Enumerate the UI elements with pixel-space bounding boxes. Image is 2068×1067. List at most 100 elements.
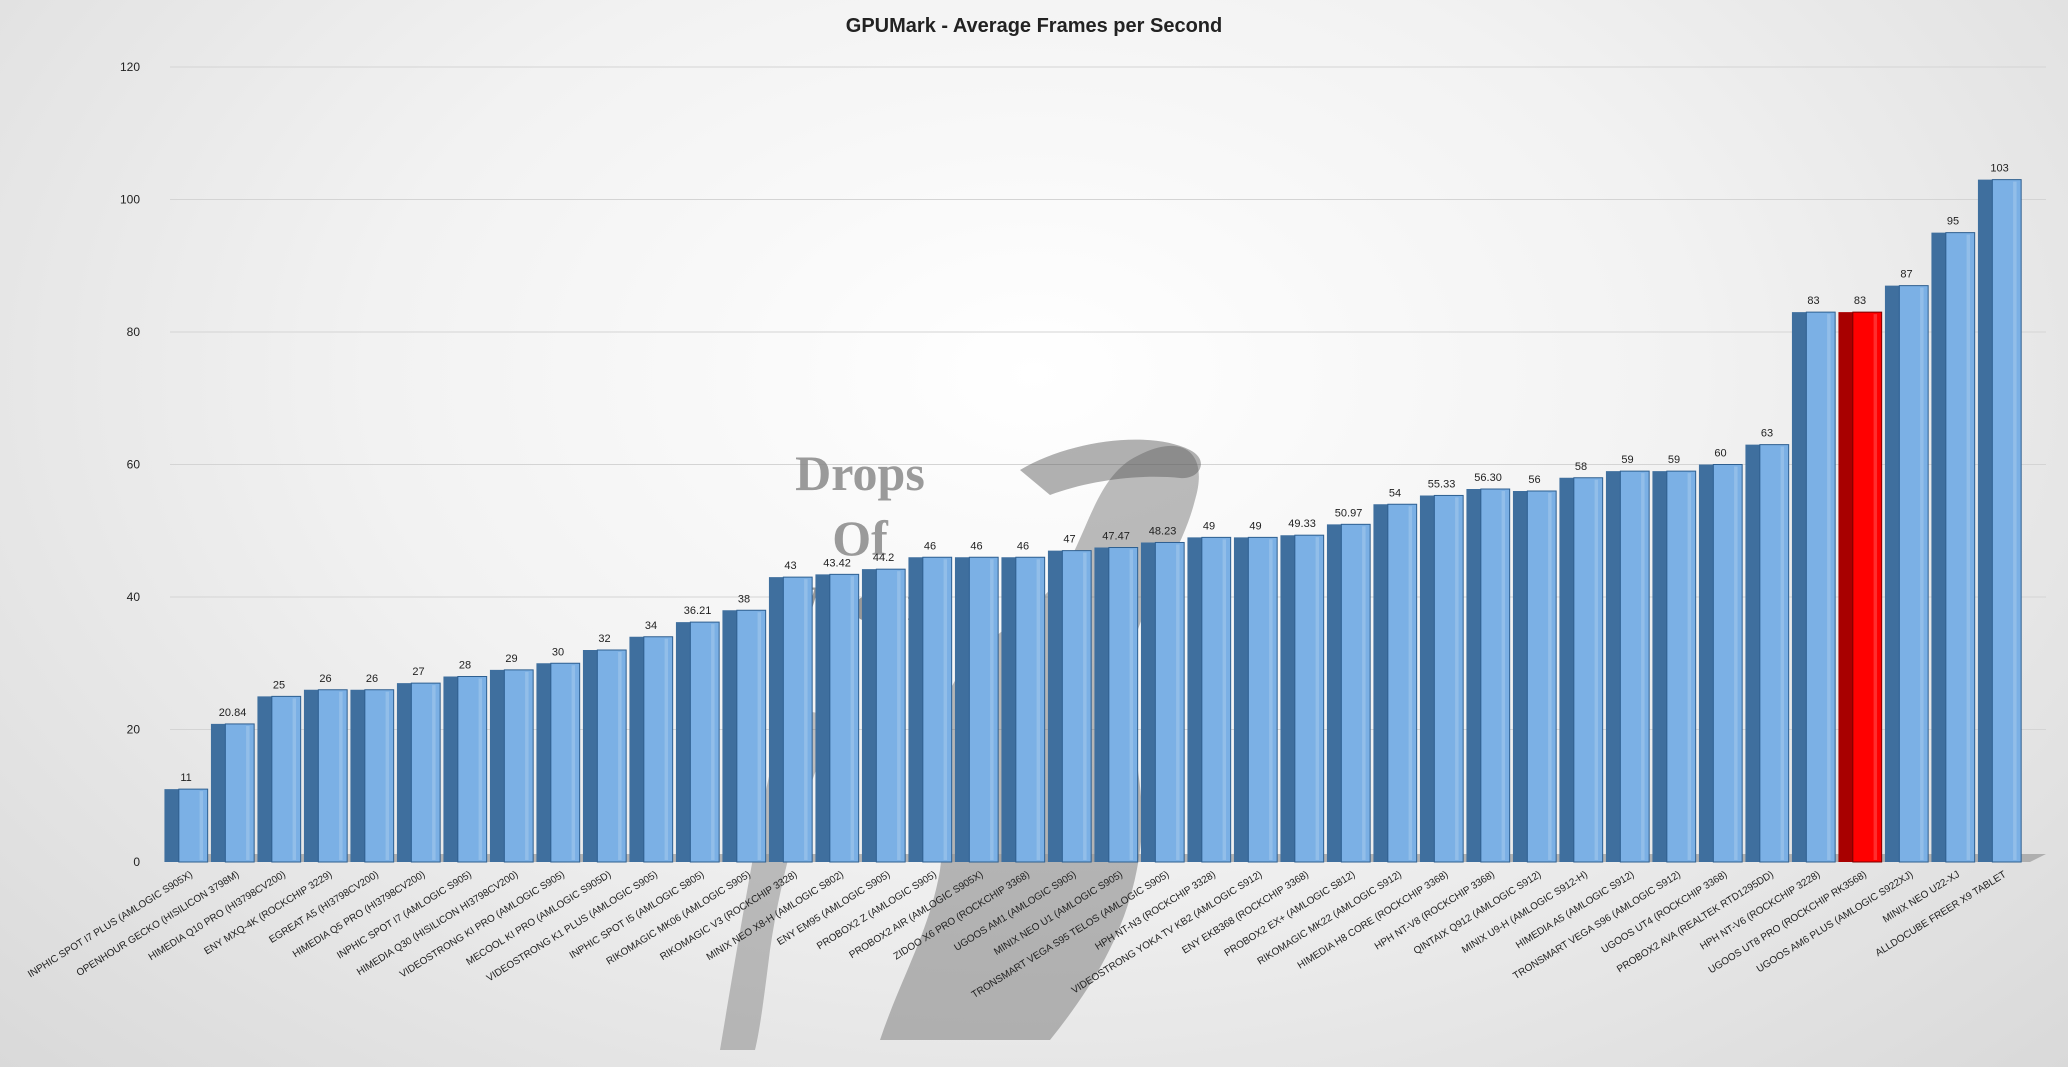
bar-16 [908, 556, 953, 863]
bar-side-8 [536, 663, 551, 862]
bar-side-29 [1512, 491, 1528, 862]
bar-shine-38 [1966, 234, 1971, 860]
bar-shine-16 [943, 559, 948, 860]
chart-title: GPUMark - Average Frames per Second [846, 15, 1222, 37]
bar-front-28 [1480, 488, 1511, 863]
bar-side-5 [396, 683, 412, 862]
bar-side-12 [722, 610, 737, 862]
bar-shine-14 [850, 576, 855, 860]
bar-12 [722, 609, 767, 863]
data-label-5: 27 [412, 666, 424, 678]
data-label-13: 43 [784, 560, 796, 572]
bar-front-37 [1898, 285, 1929, 863]
bar-7 [489, 669, 534, 863]
bar-front-20 [1108, 547, 1139, 863]
bar-side-15 [861, 569, 877, 862]
data-label-39: 103 [1990, 163, 2008, 175]
data-label-19: 47 [1063, 534, 1075, 546]
bar-side-11 [675, 622, 691, 862]
bar-shine-33 [1734, 466, 1738, 860]
data-label-8: 30 [552, 646, 564, 658]
bar-front-5 [410, 682, 441, 863]
data-label-38: 95 [1947, 216, 1959, 228]
bar-38 [1931, 232, 1976, 863]
bar-19 [1047, 550, 1092, 863]
bar-side-23 [1233, 537, 1249, 862]
bar-side-39 [1977, 179, 1993, 862]
bar-front-15 [875, 568, 906, 863]
bar-front-32 [1666, 470, 1697, 863]
bar-1 [210, 723, 255, 863]
bar-shine-29 [1548, 493, 1552, 860]
data-label-32: 59 [1668, 454, 1680, 466]
bar-front-3 [317, 689, 348, 863]
bar-shine-22 [1222, 539, 1227, 860]
bar-side-22 [1187, 537, 1202, 862]
bar-shine-4 [385, 691, 390, 860]
data-label-14: 43.42 [823, 557, 851, 569]
bar-shine-18 [1036, 559, 1041, 860]
bar-29 [1512, 490, 1557, 863]
category-label-0: INPHIC SPOT I7 PLUS (AMLOGIC S905X) [26, 869, 195, 980]
bar-8 [536, 662, 581, 863]
data-label-20: 47.47 [1102, 531, 1130, 543]
bar-front-13 [782, 576, 813, 863]
bar-side-2 [257, 696, 272, 862]
data-label-18: 46 [1017, 540, 1029, 552]
bar-10 [629, 636, 674, 863]
data-label-11: 36.21 [684, 605, 712, 617]
data-label-3: 26 [319, 673, 331, 685]
bar-front-8 [550, 662, 581, 863]
bar-side-32 [1652, 471, 1667, 862]
bar-side-10 [629, 636, 644, 862]
bar-shine-36 [1873, 314, 1878, 860]
bar-front-10 [643, 636, 674, 863]
data-label-34: 63 [1761, 428, 1773, 440]
data-label-25: 50.97 [1335, 507, 1363, 519]
y-tick-label-0: 0 [133, 855, 140, 869]
bar-front-7 [503, 669, 534, 863]
category-label-38: MINIX NEO U22-XJ [1881, 869, 1962, 925]
bar-front-33 [1712, 464, 1743, 863]
bar-front-4 [364, 689, 395, 863]
watermark-hat-icon [1020, 439, 1201, 495]
bar-side-38 [1931, 232, 1946, 862]
bar-front-36 [1852, 311, 1883, 863]
bar-32 [1652, 470, 1697, 863]
bar-side-19 [1047, 550, 1063, 862]
bar-side-28 [1466, 489, 1481, 862]
data-label-9: 32 [598, 633, 610, 645]
bar-34 [1745, 444, 1790, 863]
bar-side-6 [443, 676, 458, 862]
bar-35 [1791, 311, 1836, 863]
bar-front-17 [968, 556, 999, 863]
bar-20 [1094, 547, 1139, 863]
bar-shine-6 [478, 678, 483, 860]
bar-shine-3 [339, 691, 343, 860]
data-label-16: 46 [924, 540, 936, 552]
bar-shine-21 [1176, 544, 1180, 860]
bar-shine-17 [990, 559, 994, 860]
bar-front-22 [1201, 536, 1232, 863]
bar-17 [954, 556, 999, 863]
bar-shine-13 [804, 579, 808, 860]
bar-6 [443, 676, 488, 863]
data-label-24: 49.33 [1288, 518, 1316, 530]
bar-22 [1187, 536, 1232, 863]
y-tick-label-1: 20 [127, 723, 141, 737]
bar-shine-12 [757, 612, 762, 860]
data-label-26: 54 [1389, 487, 1401, 499]
bar-27 [1419, 494, 1464, 863]
bar-26 [1373, 503, 1418, 863]
bar-front-38 [1945, 232, 1976, 863]
bar-33 [1698, 464, 1743, 863]
bar-front-19 [1061, 550, 1092, 863]
data-label-1: 20.84 [219, 707, 247, 719]
bar-front-16 [922, 556, 953, 863]
bar-shine-31 [1641, 473, 1645, 860]
bar-shine-1 [246, 725, 250, 860]
bar-side-7 [489, 669, 505, 862]
bar-front-2 [271, 695, 302, 863]
data-label-33: 60 [1714, 448, 1726, 460]
